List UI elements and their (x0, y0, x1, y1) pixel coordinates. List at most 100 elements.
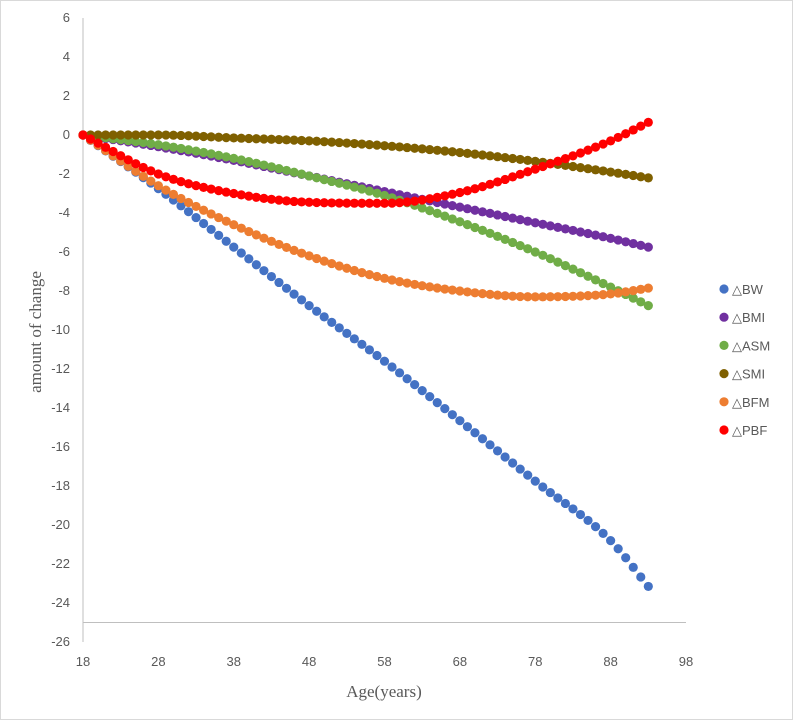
data-point (327, 258, 337, 269)
data-point (266, 162, 277, 172)
data-point (523, 244, 533, 254)
data-point (236, 190, 246, 200)
y-tick-label: -24 (51, 595, 70, 610)
data-point (590, 230, 601, 240)
data-point (613, 288, 623, 298)
data-point (266, 236, 277, 246)
data-point (432, 145, 442, 155)
data-point (583, 291, 593, 301)
data-point (523, 470, 533, 480)
data-point (146, 139, 156, 149)
data-point (349, 198, 359, 208)
data-point (312, 197, 322, 208)
data-point (492, 177, 503, 187)
data-point (568, 161, 578, 172)
data-point (379, 141, 390, 151)
data-point (402, 278, 412, 288)
legend-marker (719, 312, 729, 322)
y-tick-label: 4 (63, 49, 70, 64)
data-point (500, 291, 510, 301)
data-point (492, 290, 503, 300)
data-point (538, 482, 548, 492)
data-point (183, 131, 194, 141)
data-point (387, 141, 397, 151)
data-point (402, 142, 412, 153)
data-point (289, 245, 299, 255)
y-tick-label: -22 (51, 556, 70, 571)
data-point (402, 197, 412, 207)
data-point (598, 139, 608, 149)
data-point (221, 187, 231, 197)
data-points (78, 117, 653, 592)
data-point (394, 276, 405, 287)
data-point (108, 130, 118, 140)
data-point (440, 404, 450, 414)
data-point (455, 187, 465, 198)
data-point (462, 422, 473, 432)
data-point (244, 191, 254, 201)
data-point (575, 148, 586, 158)
data-point (613, 132, 623, 143)
data-point (108, 146, 118, 157)
data-point (500, 152, 510, 163)
data-point (342, 138, 352, 148)
data-point (259, 160, 269, 170)
data-point (131, 136, 141, 147)
y-tick-label: -20 (51, 517, 70, 532)
data-point (183, 145, 194, 155)
data-point (545, 159, 555, 169)
data-point (183, 207, 194, 217)
data-point (206, 184, 216, 194)
data-point (492, 152, 503, 162)
data-point (229, 220, 239, 230)
data-point (349, 265, 359, 276)
data-point (628, 238, 638, 249)
data-point (379, 356, 390, 366)
data-point (470, 222, 480, 233)
data-point (628, 286, 638, 296)
data-point (199, 205, 209, 215)
data-point (470, 205, 480, 215)
data-point (553, 222, 563, 232)
data-point (575, 291, 586, 301)
data-point (123, 155, 133, 165)
data-point (590, 165, 601, 175)
data-point (621, 237, 631, 247)
data-point (364, 270, 375, 280)
data-point (545, 292, 555, 302)
data-point (274, 277, 284, 288)
y-tick-label: -2 (58, 166, 70, 181)
data-point (153, 181, 163, 191)
series-△PBF (78, 117, 653, 208)
legend-marker (719, 340, 729, 350)
y-tick-labels: 6 4 2 0 -2 -4 -6 -8 -10 -12 -14 -16 -18 -20 -22 -24 -26 (51, 10, 70, 649)
data-point (357, 184, 367, 194)
data-point (636, 284, 646, 294)
data-point (281, 242, 292, 253)
y-tick-label: 0 (63, 127, 70, 142)
data-point (274, 164, 284, 174)
data-point (312, 173, 322, 183)
data-point (138, 171, 148, 181)
data-point (183, 197, 194, 208)
data-point (508, 153, 518, 164)
data-point (214, 150, 224, 160)
data-point (153, 169, 163, 179)
data-point (432, 208, 442, 218)
data-point (508, 172, 518, 182)
data-point (379, 273, 390, 283)
data-point (485, 208, 495, 218)
data-point (334, 178, 344, 188)
data-point (349, 182, 359, 192)
data-point (244, 226, 254, 237)
data-point (236, 155, 246, 165)
data-point (281, 196, 292, 206)
data-point (304, 197, 314, 207)
data-point (138, 130, 148, 140)
data-point (425, 194, 435, 204)
data-point (462, 204, 473, 214)
data-point (590, 290, 601, 300)
data-point (636, 572, 646, 582)
data-point (93, 138, 103, 148)
data-point (515, 215, 525, 225)
